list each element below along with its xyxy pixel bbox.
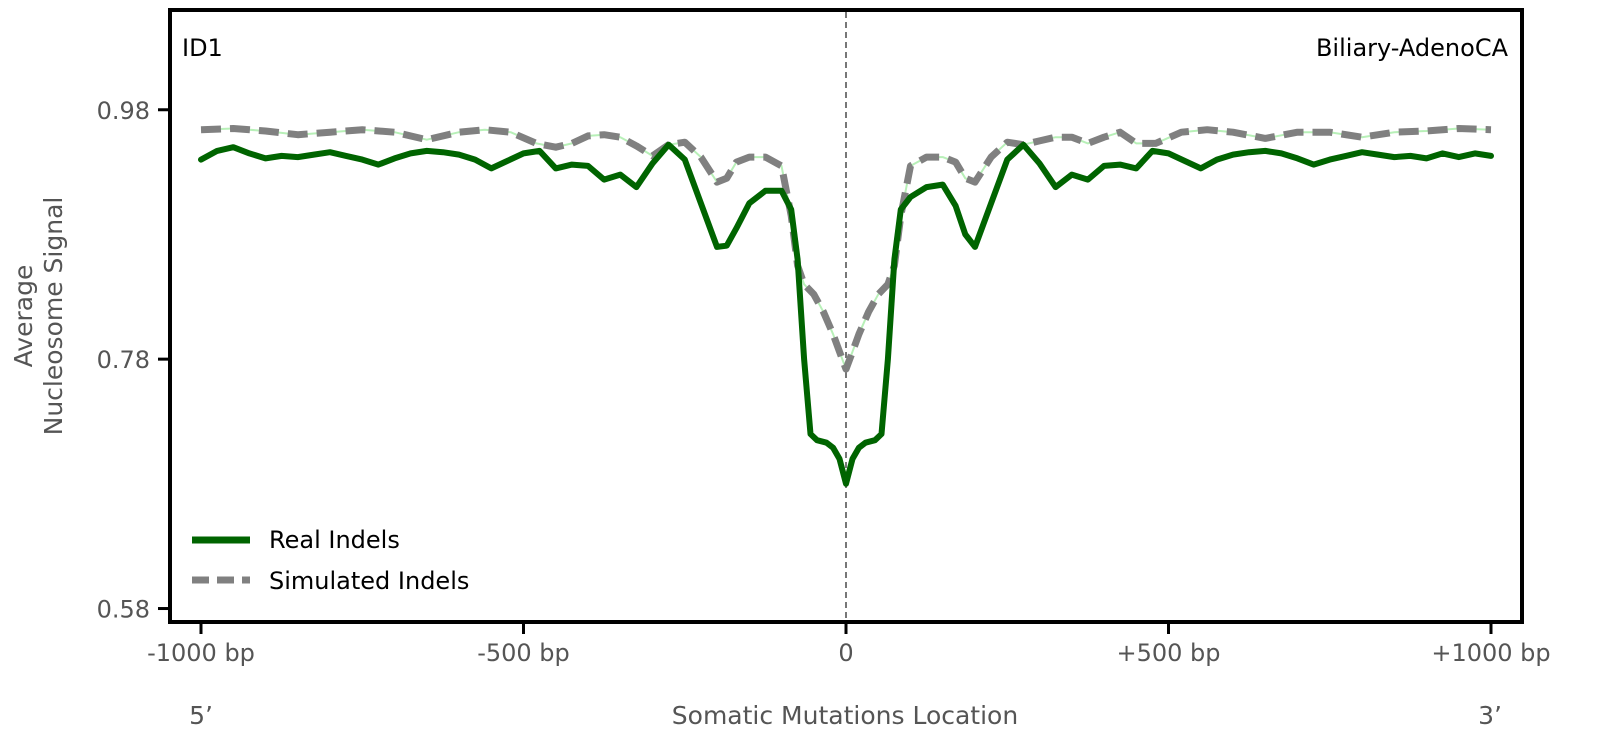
x-tick-label: -500 bp	[477, 639, 570, 667]
y-tick-label: 0.58	[97, 596, 150, 624]
y-tick-label: 0.78	[97, 346, 150, 374]
x-axis: -1000 bp -500 bp 0 +500 bp +1000 bp	[147, 622, 1551, 667]
three-prime-label: 3’	[1478, 701, 1502, 730]
y-tick-label: 0.98	[97, 97, 150, 125]
y-axis-title-line1: Average	[9, 265, 38, 368]
legend-label-simulated: Simulated Indels	[269, 567, 469, 595]
cancer-type-label: Biliary-AdenoCA	[1316, 34, 1509, 62]
legend-label-real: Real Indels	[269, 526, 400, 554]
x-axis-title: Somatic Mutations Location	[672, 701, 1018, 730]
panel-label: ID1	[182, 34, 223, 62]
y-axis: 0.58 0.78 0.98	[97, 97, 170, 624]
x-tick-label: 0	[838, 639, 853, 667]
x-tick-label: +1000 bp	[1431, 639, 1550, 667]
x-tick-label: -1000 bp	[147, 639, 255, 667]
series-simulated-indels	[200, 125, 1492, 373]
x-tick-label: +500 bp	[1116, 639, 1220, 667]
legend: Real Indels Simulated Indels	[192, 526, 469, 595]
y-axis-title-line2: Nucleosome Signal	[39, 197, 68, 436]
series-real-indels	[198, 141, 1494, 487]
five-prime-label: 5’	[189, 701, 213, 730]
